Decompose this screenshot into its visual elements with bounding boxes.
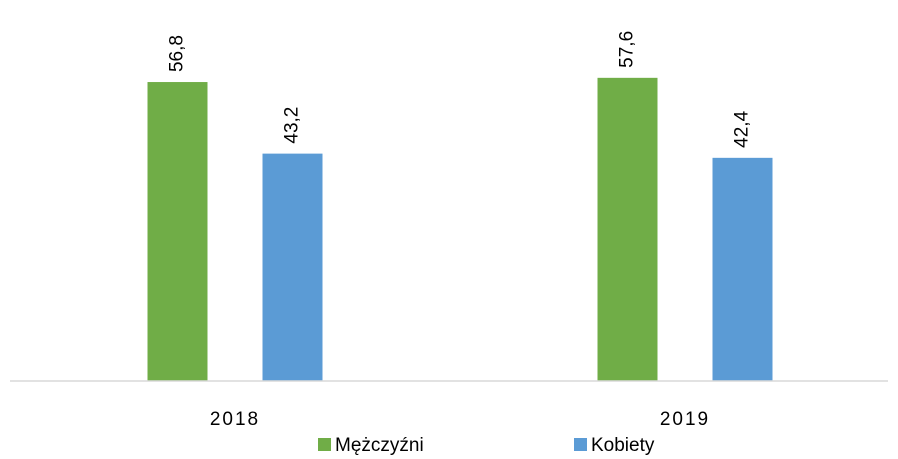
data-label: 43,2 [282, 107, 303, 144]
data-label: 56,8 [167, 35, 188, 72]
x-tick-label: 2019 [660, 409, 710, 430]
bar [262, 153, 323, 381]
legend-swatch [574, 438, 587, 451]
bar [597, 77, 658, 381]
x-tick-label: 2018 [210, 409, 260, 430]
bar [712, 157, 773, 381]
legend-swatch [318, 438, 331, 451]
bar [147, 82, 208, 381]
data-label: 42,4 [732, 110, 753, 147]
data-label: 57,6 [617, 31, 638, 68]
legend-label: Mężczyźni [335, 435, 424, 456]
legend-label: Kobiety [591, 435, 655, 456]
